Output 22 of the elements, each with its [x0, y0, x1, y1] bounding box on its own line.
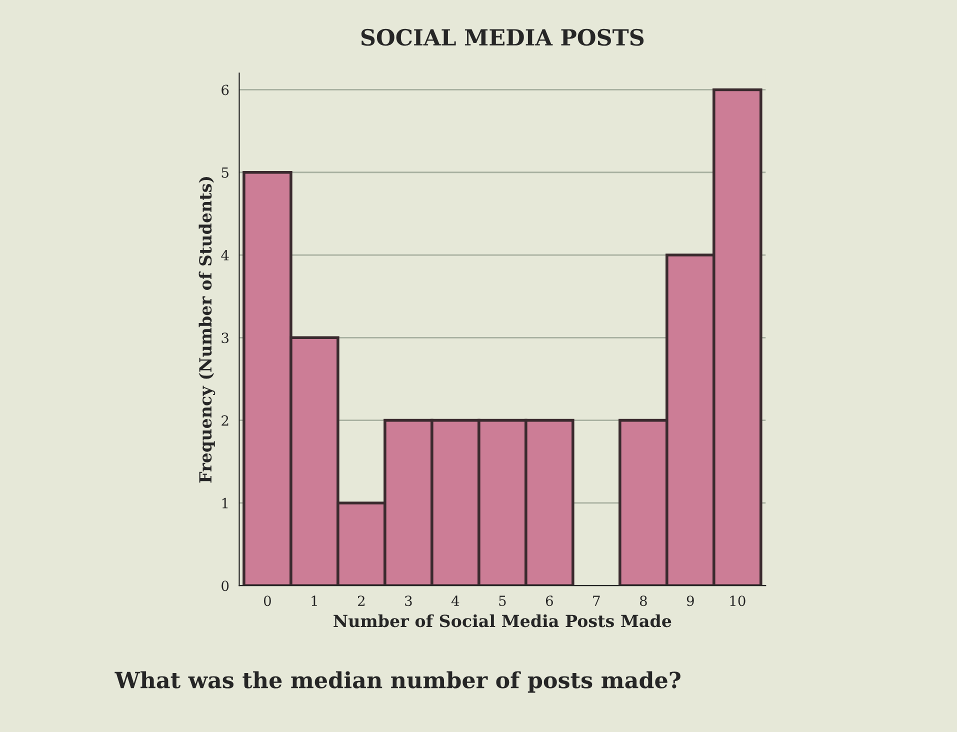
y-axis-title: Frequency (Number of Students) [198, 176, 216, 483]
y-tick-label: 6 [222, 84, 229, 96]
text: What was the median number of posts made? [114, 671, 680, 693]
x-tick-label: 4 [451, 596, 460, 606]
y-tick-label: 2 [222, 415, 228, 426]
x-tick-label: 3 [405, 596, 412, 606]
x-tick-label: 1 [312, 596, 317, 606]
x-tick-label: 0 [264, 596, 271, 606]
x-tick-label: 8 [640, 596, 647, 606]
y-tick-label: 4 [221, 250, 229, 260]
x-tick-label: 2 [358, 596, 364, 606]
y-tick-label: 1 [222, 498, 228, 508]
y-tick-label: 3 [222, 332, 228, 344]
x-tick-label: 5 [499, 596, 506, 606]
x-tick-label: 9 [686, 596, 694, 606]
x-tick-label: 10 [730, 596, 746, 606]
x-tick-label: 6 [546, 596, 553, 606]
x-tick-label: 7 [593, 596, 600, 606]
chart-title: SOCIAL MEDIA POSTS [361, 28, 644, 46]
x-axis-title: Number of Social Media Posts Made [334, 614, 672, 628]
y-tick-label: 0 [222, 580, 229, 592]
y-tick-label: 5 [222, 168, 228, 178]
